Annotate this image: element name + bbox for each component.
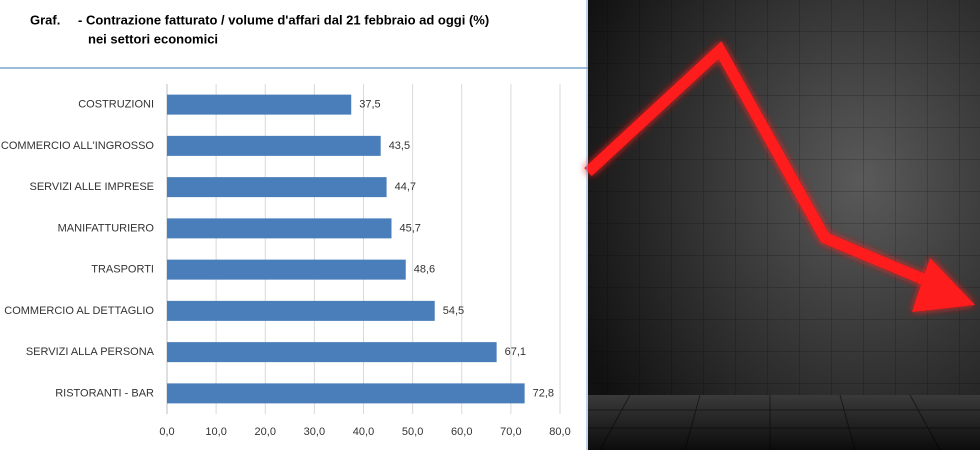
y-tick-label: COMMERCIO AL DETTAGLIO (4, 305, 154, 317)
value-label: 72,8 (533, 387, 554, 399)
chart-title: - Contrazione fatturato / volume d'affar… (78, 12, 489, 27)
chart-title: Graf. (30, 12, 60, 27)
y-tick-label: RISTORANTI - BAR (55, 387, 154, 399)
x-tick-label: 30,0 (304, 426, 325, 438)
x-tick-label: 20,0 (255, 426, 276, 438)
value-label: 43,5 (389, 140, 410, 152)
y-tick-label: COMMERCIO ALL'INGROSSO (1, 140, 155, 152)
value-label: 37,5 (359, 99, 380, 111)
y-tick-label: TRASPORTI (91, 264, 154, 276)
bar (167, 383, 525, 404)
x-tick-label: 60,0 (451, 426, 472, 438)
y-tick-label: SERVIZI ALLE IMPRESE (29, 181, 154, 193)
value-label: 44,7 (395, 181, 416, 193)
value-label: 45,7 (400, 222, 421, 234)
bar (167, 218, 392, 239)
x-tick-label: 50,0 (402, 426, 423, 438)
x-tick-label: 40,0 (353, 426, 374, 438)
value-label: 48,6 (414, 264, 435, 276)
chart-title: nei settori economici (88, 31, 218, 46)
x-tick-label: 0,0 (159, 426, 174, 438)
bar (167, 300, 435, 321)
x-tick-label: 70,0 (500, 426, 521, 438)
value-label: 67,1 (505, 346, 526, 358)
bar (167, 135, 381, 156)
bar (167, 177, 387, 198)
y-tick-label: COSTRUZIONI (78, 99, 154, 111)
bar (167, 94, 352, 115)
x-tick-label: 80,0 (549, 426, 570, 438)
bar (167, 342, 497, 363)
x-tick-label: 10,0 (205, 426, 226, 438)
y-tick-label: SERVIZI ALLA PERSONA (26, 346, 155, 358)
value-label: 54,5 (443, 305, 464, 317)
bar (167, 259, 406, 280)
y-tick-label: MANIFATTURIERO (58, 222, 155, 234)
decorative-image (584, 0, 980, 450)
